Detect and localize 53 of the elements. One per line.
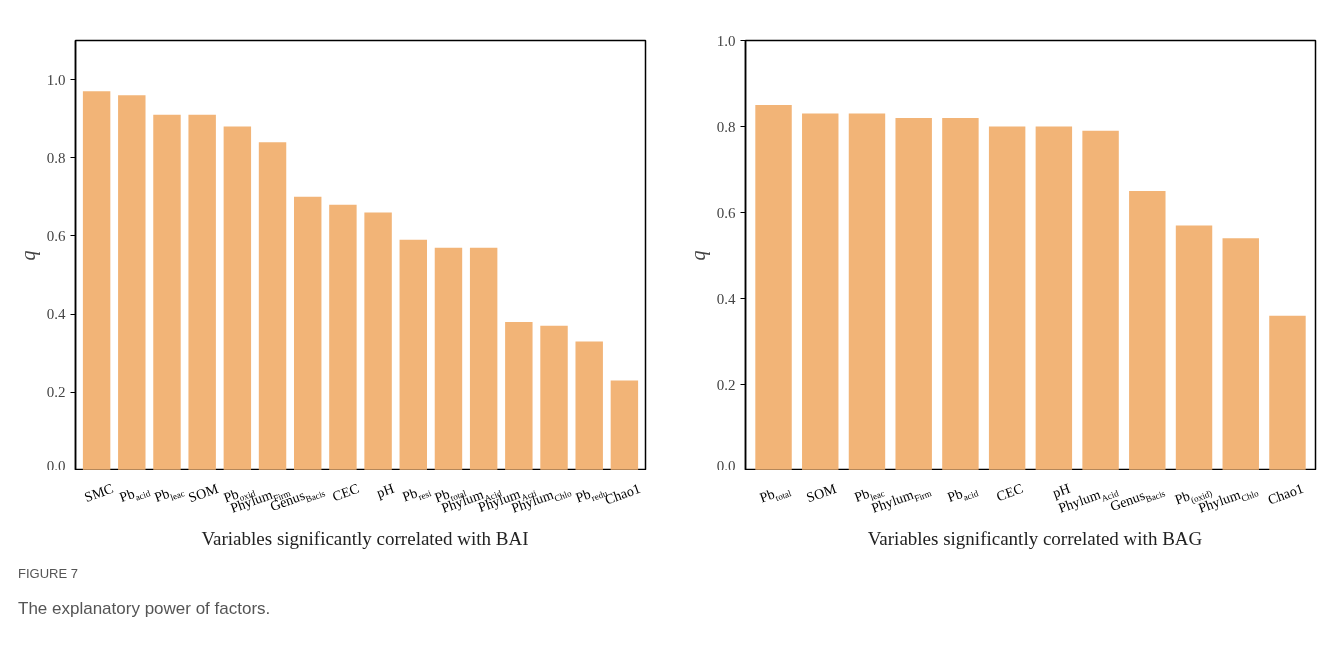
y-tick-label: 0.8: [716, 118, 736, 135]
bar: [399, 239, 427, 470]
y-tick-label: 0.2: [46, 384, 66, 401]
bar: [1175, 225, 1213, 470]
bar: [942, 117, 979, 470]
x-tick-label: pH: [374, 479, 398, 503]
x-tick-label: SOM: [186, 479, 222, 508]
bar: [434, 247, 463, 470]
bar: [988, 126, 1026, 470]
bar: [540, 325, 568, 470]
text: The explanatory power of factors.: [18, 598, 271, 620]
y-axis-title: q: [686, 250, 710, 261]
x-tick-label: SOM: [804, 479, 840, 508]
bar: [1035, 126, 1073, 470]
x-tick-label: Chao1: [1265, 479, 1307, 510]
x-axis-title: Variables significantly correlated with BAI: [200, 527, 530, 551]
bar: [802, 113, 839, 470]
bar: [469, 247, 498, 470]
y-tick-label: 1.0: [716, 32, 736, 49]
y-tick-label: 0.6: [46, 227, 66, 244]
bar: [1082, 130, 1119, 470]
bar: [505, 321, 533, 470]
x-axis-title: Variables significantly correlated with BAG: [866, 527, 1204, 551]
y-axis-title: q: [16, 250, 40, 261]
bar: [329, 204, 357, 470]
y-tick-label: 0.2: [716, 376, 736, 393]
y-tick-label: 0.4: [46, 306, 66, 323]
bar: [223, 126, 252, 470]
bar: [1269, 315, 1306, 470]
bar: [755, 105, 792, 470]
bar: [610, 380, 639, 470]
x-tick-label: CEC: [994, 479, 1027, 507]
y-tick-label: 0.8: [46, 149, 66, 166]
bar: [82, 91, 111, 470]
x-tick-label: CEC: [329, 479, 363, 507]
x-tick-label: SMC: [81, 479, 116, 508]
bar: [294, 196, 322, 470]
bar: [1222, 238, 1259, 470]
bar: [575, 341, 603, 470]
y-tick-label: 0.0: [46, 457, 66, 474]
y-tick-label: 1.0: [46, 71, 66, 88]
caption: FIGURE 7: [18, 565, 78, 583]
bar: [364, 212, 392, 470]
bar: [118, 95, 146, 470]
bar: [1129, 191, 1166, 470]
y-tick-label: 0.0: [716, 457, 736, 474]
bar: [258, 142, 287, 470]
y-tick-label: 0.4: [716, 290, 736, 307]
bar: [848, 113, 886, 470]
bar: [188, 114, 216, 470]
bar: [153, 114, 181, 470]
bar: [895, 117, 932, 470]
y-tick-label: 0.6: [716, 204, 736, 221]
